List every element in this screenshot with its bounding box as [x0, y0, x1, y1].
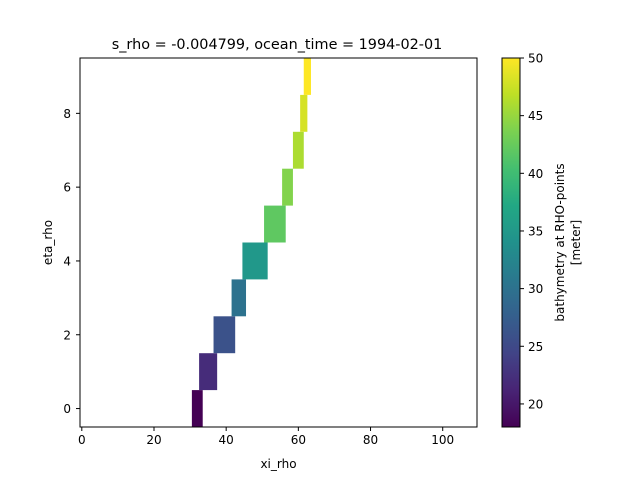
colorbar-label-line2: [meter] [569, 220, 583, 265]
colorbar-tick-label: 30 [528, 282, 543, 296]
colorbar-tick-label: 35 [528, 224, 543, 238]
heatmap-cell [199, 353, 218, 391]
plot-area [79, 57, 478, 428]
y-axis-label: eta_rho [41, 220, 55, 265]
y-axis: 0 2 4 6 8 [63, 107, 80, 416]
y-tick-label: 0 [63, 402, 71, 416]
x-tick-label: 60 [291, 433, 306, 447]
plot-frame [79, 57, 478, 428]
colorbar-tick-label: 25 [528, 340, 543, 354]
colorbar-tick-label: 45 [528, 109, 543, 123]
heatmap-cell [231, 279, 247, 317]
heatmap-cell [300, 94, 308, 132]
heatmap-cell [303, 58, 311, 95]
y-tick-label: 8 [63, 107, 71, 121]
x-tick-label: 0 [78, 433, 86, 447]
colorbar-label-line1: bathymetry at RHO-points [553, 163, 567, 321]
heatmap-cell [213, 316, 236, 354]
colorbar-frame [501, 57, 521, 428]
heatmap-cells [191, 58, 311, 427]
x-axis-label: xi_rho [260, 457, 296, 471]
y-tick-label: 2 [63, 328, 71, 342]
heatmap-cell [191, 390, 203, 427]
heatmap-cell [282, 168, 293, 206]
x-tick-label: 80 [363, 433, 378, 447]
chart-title: s_rho = -0.004799, ocean_time = 1994-02-… [112, 37, 443, 53]
colorbar-tick-label: 20 [528, 397, 543, 411]
y-tick-label: 4 [63, 254, 71, 268]
x-tick-label: 20 [146, 433, 161, 447]
colorbar-tick-label: 50 [528, 52, 543, 66]
heatmap-cell [292, 131, 304, 169]
x-tick-label: 40 [219, 433, 234, 447]
heatmap-cell [264, 205, 286, 243]
colorbar-tick-label: 40 [528, 167, 543, 181]
heatmap-cell [242, 242, 268, 280]
colorbar-gradient [502, 58, 520, 427]
colorbar-ticks: 20 25 30 35 40 45 50 [520, 52, 543, 411]
y-tick-label: 6 [63, 181, 71, 195]
x-tick-label: 100 [431, 433, 454, 447]
x-axis: 0 20 40 60 80 100 [78, 427, 454, 447]
